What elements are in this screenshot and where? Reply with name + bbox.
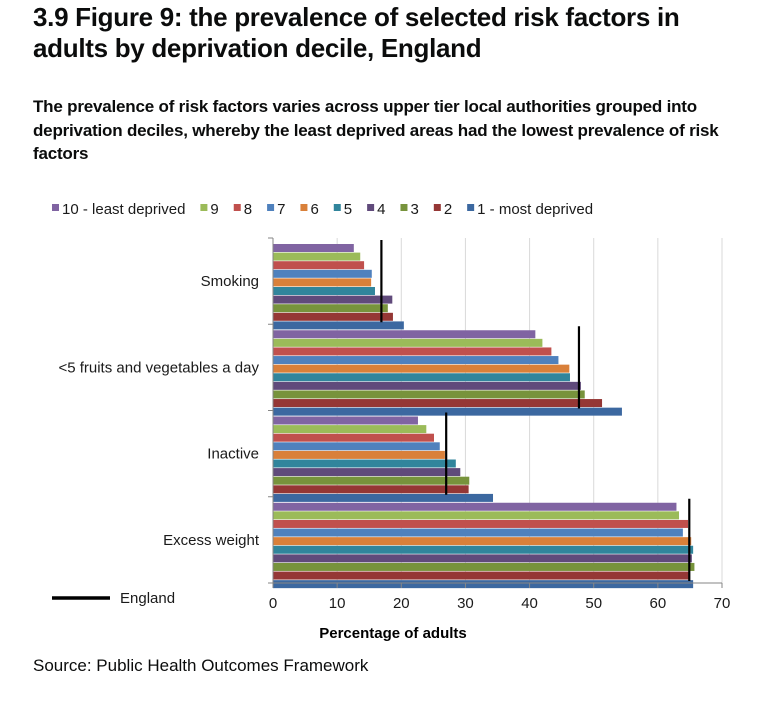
legend-label: 9 <box>210 201 218 218</box>
legend: 10 - least deprived 9 8 7 6 5 4 3 2 1 - most depr… <box>52 201 593 218</box>
axes <box>268 237 723 588</box>
legend-swatch <box>467 204 475 211</box>
legend-label: 8 <box>244 201 252 218</box>
category-label: <5 fruits and vegetables a day <box>58 359 259 376</box>
legend-item: 3 <box>400 201 419 218</box>
legend-swatch <box>367 204 375 211</box>
bar <box>273 580 694 589</box>
legend-label: 10 - least deprived <box>62 201 185 218</box>
x-tick-label: 10 <box>329 595 346 612</box>
x-tick-label: 20 <box>393 595 410 612</box>
legend-swatch <box>300 204 308 211</box>
x-tick-label: 30 <box>457 595 474 612</box>
x-tick-label: 0 <box>269 595 277 612</box>
legend-label: 6 <box>310 201 318 218</box>
bar <box>273 390 585 399</box>
bar <box>273 295 393 304</box>
category-label: Smoking <box>201 273 259 290</box>
source-note: Source: Public Health Outcomes Framework <box>33 656 369 675</box>
england-legend: England <box>52 590 175 607</box>
page-subtitle: The prevalence of risk factors varies ac… <box>33 97 719 163</box>
legend-item: 8 <box>233 201 252 218</box>
bar <box>273 476 470 485</box>
bar <box>273 511 680 520</box>
bar <box>273 407 622 416</box>
legend-label: 1 - most deprived <box>477 201 593 218</box>
legend-swatch <box>52 204 59 211</box>
legend-label: 2 <box>444 201 452 218</box>
bar <box>273 269 372 278</box>
bar <box>273 450 445 459</box>
bar <box>273 347 552 356</box>
x-tick-label: 50 <box>585 595 602 612</box>
x-tick-label: 60 <box>650 595 667 612</box>
legend-swatch <box>233 204 241 211</box>
bar <box>273 261 365 270</box>
bar <box>273 493 494 502</box>
bar <box>273 287 375 295</box>
legend-swatch <box>400 204 408 211</box>
bar <box>273 468 461 477</box>
x-axis-label: Percentage of adults <box>319 625 467 642</box>
x-tick-label: 70 <box>714 595 731 612</box>
legend-swatch <box>433 204 441 211</box>
bar <box>273 562 695 571</box>
bar <box>273 312 393 321</box>
category-labels: Smoking <5 fruits and vegetables a day Ina… <box>58 273 259 549</box>
legend-item: 2 <box>433 201 452 218</box>
legend-swatch <box>333 204 341 211</box>
legend-label: 3 <box>410 201 418 218</box>
bar <box>273 416 418 425</box>
legend-item: 5 <box>333 201 352 218</box>
category-label: Excess weight <box>163 532 260 549</box>
legend-item: 6 <box>300 201 319 218</box>
bar <box>273 433 434 442</box>
bar <box>273 554 692 563</box>
legend-item: 7 <box>267 201 285 218</box>
bar <box>273 364 570 373</box>
bar <box>273 425 427 434</box>
bar <box>273 356 559 365</box>
bar <box>273 519 689 528</box>
legend-item: 1 - most deprived <box>467 201 593 218</box>
x-tick-label: 40 <box>521 595 538 612</box>
bar <box>273 252 361 261</box>
bar <box>273 537 692 546</box>
bar <box>273 330 536 339</box>
x-tick-labels: 0 10 20 30 40 50 60 70 <box>269 595 731 612</box>
legend-label: 5 <box>344 201 352 218</box>
category-label: Inactive <box>207 446 259 463</box>
bar <box>273 381 581 390</box>
bar <box>273 545 694 554</box>
legend-label: 4 <box>377 201 385 218</box>
bar <box>273 399 603 408</box>
bar <box>273 485 469 494</box>
legend-item: 4 <box>367 201 385 218</box>
bar <box>273 502 677 511</box>
bars <box>273 244 695 589</box>
bar <box>273 244 354 252</box>
bar <box>273 321 404 330</box>
legend-swatch <box>200 204 208 211</box>
bar <box>273 528 683 537</box>
bar <box>273 304 388 313</box>
legend-item: 10 - least deprived <box>52 201 185 218</box>
england-legend-label: England <box>120 590 175 607</box>
legend-label: 7 <box>277 201 285 218</box>
bar <box>273 459 456 468</box>
bar <box>273 442 440 451</box>
legend-item: 9 <box>200 201 219 218</box>
bar <box>273 278 372 287</box>
england-reference-lines <box>380 240 691 581</box>
page-title: 3.9 Figure 9: the prevalence of selected… <box>33 2 680 63</box>
legend-swatch <box>267 204 275 211</box>
bar <box>273 338 543 347</box>
bar <box>273 373 570 382</box>
bar <box>273 571 690 580</box>
